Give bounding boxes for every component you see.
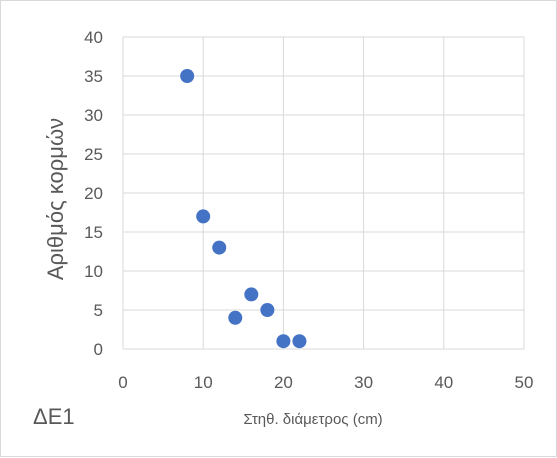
data-points [180, 69, 307, 349]
y-tick-label: 10 [84, 262, 103, 281]
data-point [292, 334, 307, 349]
panel-label: ΔΕ1 [33, 404, 75, 429]
data-point [212, 240, 227, 255]
y-axis-ticks: 0 5 10 15 20 25 30 35 40 [84, 28, 103, 359]
data-point [276, 334, 291, 349]
y-tick-label: 40 [84, 28, 103, 47]
y-tick-label: 25 [84, 145, 103, 164]
x-tick-label: 10 [194, 373, 213, 392]
y-tick-label: 30 [84, 106, 103, 125]
y-tick-label: 35 [84, 67, 103, 86]
x-tick-label: 30 [354, 373, 373, 392]
x-axis-title: Στηθ. διάμετρος (cm) [243, 411, 382, 428]
data-point [196, 209, 211, 224]
y-axis-title: Αριθμός κορμών [43, 118, 68, 280]
y-tick-label: 0 [94, 340, 103, 359]
y-tick-label: 20 [84, 184, 103, 203]
data-point [180, 69, 195, 83]
x-tick-label: 50 [515, 373, 534, 392]
x-tick-label: 20 [274, 373, 293, 392]
data-point [260, 303, 275, 317]
data-point [244, 287, 259, 302]
x-tick-label: 40 [434, 373, 453, 392]
y-tick-label: 15 [84, 223, 103, 242]
x-axis-ticks: 0 10 20 30 40 50 [118, 373, 533, 392]
data-point [228, 310, 243, 325]
grid-lines [122, 36, 525, 350]
x-tick-label: 0 [118, 373, 127, 392]
y-tick-label: 5 [94, 301, 103, 320]
